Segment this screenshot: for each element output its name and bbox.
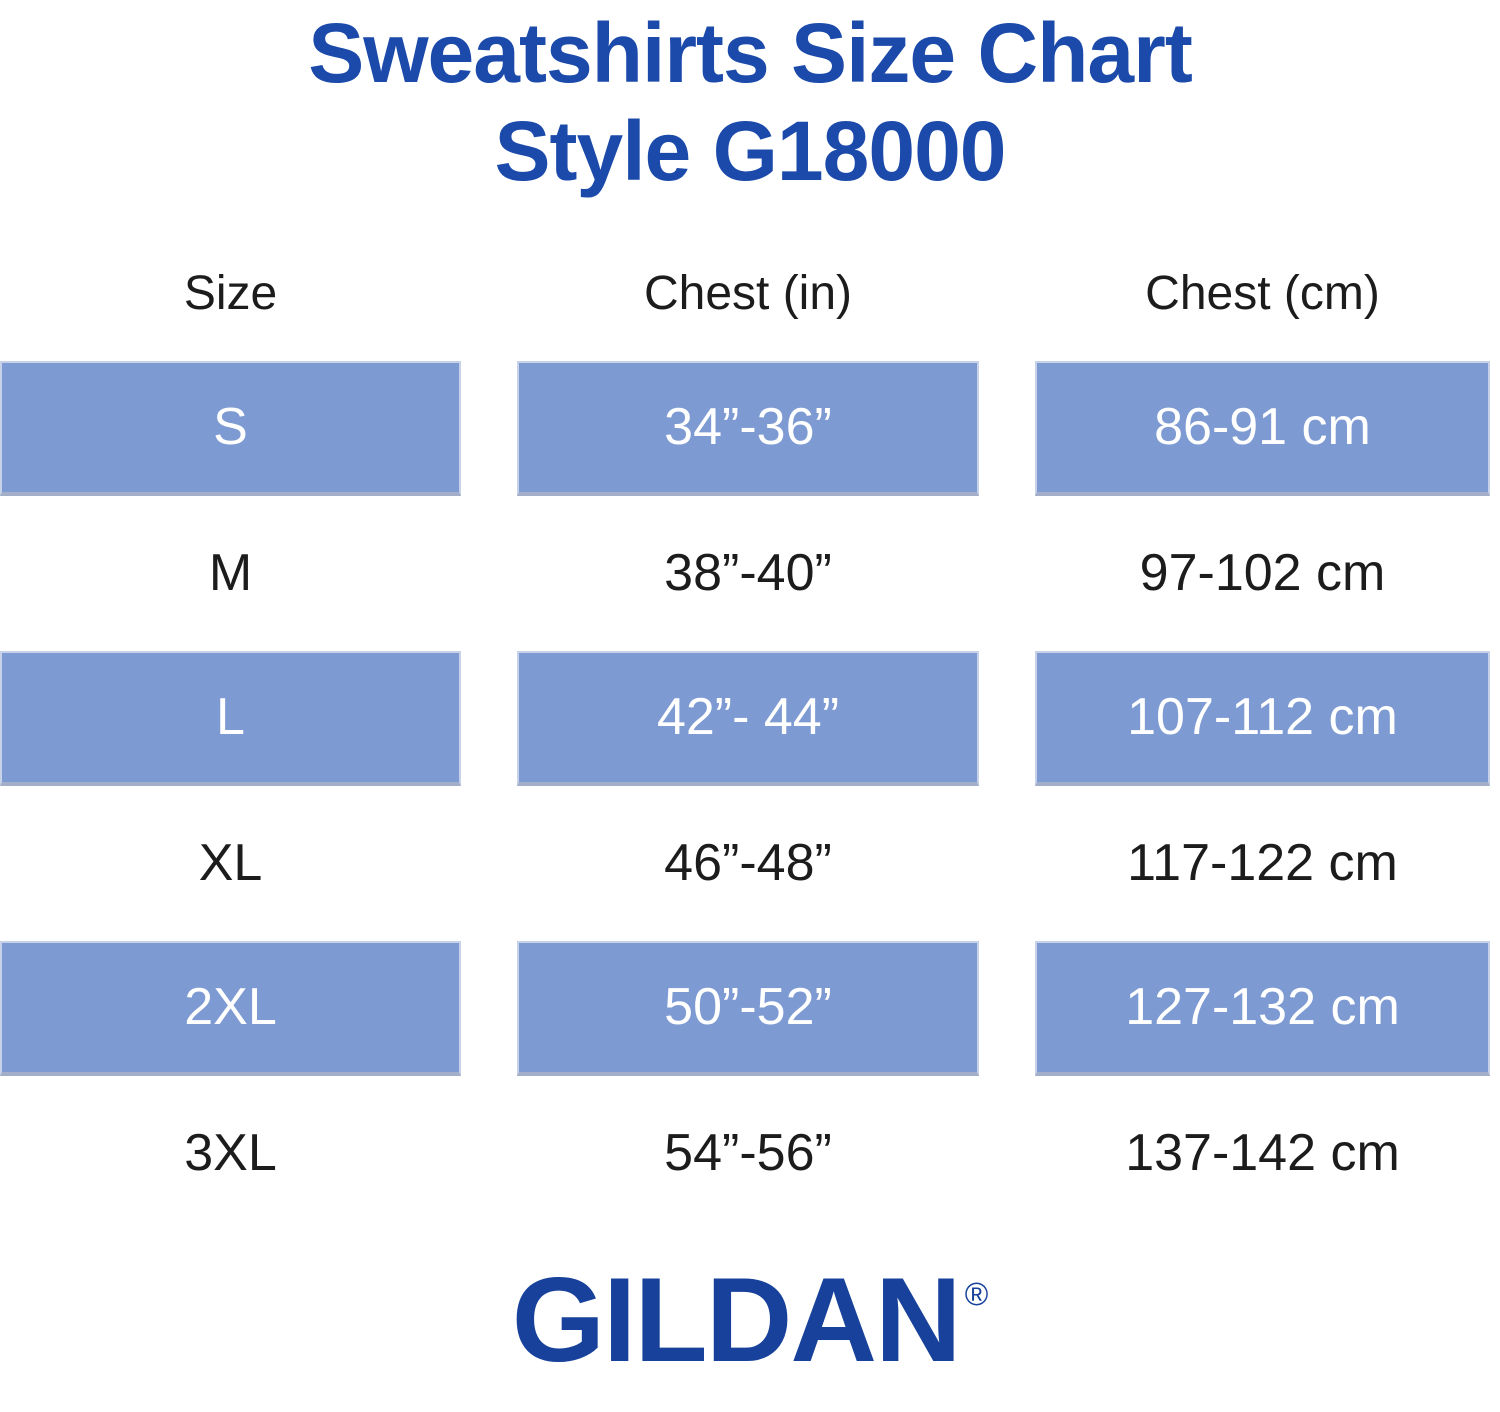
column-header-chest-in: Chest (in) [643, 267, 853, 321]
chest-cm-cell-l: 107-112 cm [1035, 650, 1490, 786]
table-row-xl: XL 46”-48” 117-122 cm [0, 786, 1490, 941]
chest-in-cell-s: 34”-36” [517, 360, 979, 496]
gildan-wordmark: GILDAN [511, 1253, 962, 1387]
registered-trademark-icon: ® [964, 1276, 989, 1312]
table-row-2xl: 2XL 50”-52” 127-132 cm [0, 940, 1490, 1076]
chest-cm-cell-2xl: 127-132 cm [1035, 940, 1490, 1076]
gildan-logo: GILDAN ® [512, 1260, 989, 1380]
table-row-s: S 34”-36” 86-91 cm [0, 360, 1490, 496]
chest-cm-cell-xl: 117-122 cm [1127, 834, 1398, 893]
chest-in-cell-3xl: 54”-56” [664, 1124, 832, 1183]
chest-in-cell-xl: 46”-48” [664, 834, 832, 893]
chest-in-cell-2xl: 50”-52” [517, 940, 979, 1076]
column-header-chest-cm: Chest (cm) [1145, 267, 1380, 321]
size-chart-page: Sweatshirts Size Chart Style G18000 Size… [0, 0, 1500, 1380]
table-row-3xl: 3XL 54”-56” 137-142 cm [0, 1076, 1490, 1231]
chest-cm-cell-3xl: 137-142 cm [1125, 1124, 1400, 1183]
table-header-row: Size Chest (in) Chest (cm) [0, 201, 1490, 361]
page-title: Sweatshirts Size Chart Style G18000 [0, 0, 1500, 201]
size-cell-3xl: 3XL [184, 1124, 277, 1183]
size-cell-l: L [0, 650, 461, 786]
page-title-line1: Sweatshirts Size Chart [308, 6, 1193, 100]
chest-in-cell-m: 38”-40” [664, 544, 832, 603]
column-header-size: Size [183, 267, 278, 321]
size-cell-m: M [208, 544, 253, 603]
size-cell-s: S [0, 360, 461, 496]
table-row-m: M 38”-40” 97-102 cm [0, 496, 1490, 651]
table-row-l: L 42”- 44” 107-112 cm [0, 650, 1490, 786]
chest-in-cell-l: 42”- 44” [517, 650, 979, 786]
chest-cm-cell-s: 86-91 cm [1035, 360, 1490, 496]
chest-cm-cell-m: 97-102 cm [1139, 544, 1386, 603]
page-title-line2: Style G18000 [494, 104, 1006, 199]
size-cell-xl: XL [198, 834, 263, 893]
size-cell-2xl: 2XL [0, 940, 461, 1076]
footer: GILDAN ® [0, 1228, 1500, 1412]
